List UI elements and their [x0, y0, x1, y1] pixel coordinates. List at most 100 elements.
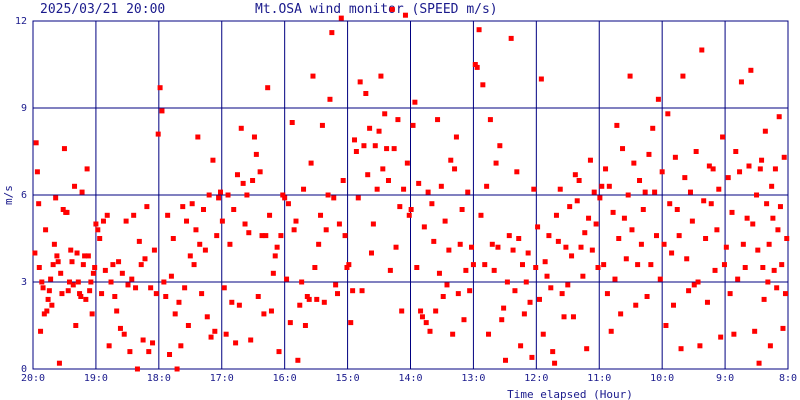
x-tick-label: 19:0: [84, 373, 108, 384]
data-point: [58, 270, 64, 276]
data-point: [217, 189, 223, 195]
data-point: [491, 267, 497, 273]
data-point: [83, 296, 89, 302]
data-point: [487, 117, 493, 123]
data-point: [584, 346, 590, 352]
data-point: [119, 270, 125, 276]
data-point: [706, 163, 712, 169]
data-point: [368, 250, 374, 256]
data-point: [69, 259, 75, 265]
data-point: [612, 276, 618, 282]
y-tick-label: 6: [21, 190, 27, 201]
data-point: [410, 122, 416, 128]
data-point: [752, 328, 758, 334]
data-point: [765, 279, 771, 285]
data-point: [214, 233, 220, 239]
data-point: [348, 320, 354, 326]
data-point: [268, 308, 274, 314]
data-point: [604, 291, 610, 297]
data-point: [110, 262, 116, 268]
x-tick-label: 8:0: [779, 373, 797, 384]
data-point: [670, 302, 676, 308]
data-point: [620, 146, 626, 152]
data-point: [236, 302, 242, 308]
data-point: [772, 166, 778, 172]
data-point: [234, 172, 240, 178]
data-point: [780, 325, 786, 331]
data-point: [285, 201, 291, 207]
data-point: [661, 241, 667, 247]
data-point: [523, 279, 529, 285]
data-point: [748, 67, 754, 73]
data-point: [767, 343, 773, 349]
data-point: [406, 212, 412, 218]
data-point: [744, 215, 750, 221]
data-point: [80, 262, 86, 268]
data-point: [46, 288, 52, 294]
data-point: [478, 212, 484, 218]
x-tick-label: 20:0: [21, 373, 45, 384]
data-point: [178, 343, 184, 349]
data-point: [176, 299, 182, 305]
data-point: [304, 294, 310, 299]
data-point: [714, 227, 720, 233]
data-point: [359, 288, 365, 294]
data-point: [272, 253, 278, 259]
data-point: [635, 262, 641, 268]
data-point: [68, 247, 74, 253]
data-point: [64, 209, 70, 215]
data-point: [582, 230, 588, 236]
data-point: [395, 117, 401, 123]
data-point: [39, 279, 45, 285]
data-point: [221, 285, 227, 291]
data-point: [331, 195, 337, 201]
data-point: [578, 244, 584, 250]
data-point: [87, 288, 93, 294]
data-point: [512, 288, 518, 294]
data-point: [506, 233, 512, 239]
data-point: [299, 279, 305, 285]
data-point: [553, 212, 559, 218]
data-point: [497, 143, 503, 149]
data-point: [646, 151, 652, 157]
data-point: [499, 317, 505, 323]
data-point: [248, 337, 254, 343]
x-tick-labels: 20:0 19:0 18:0 17:0 16:0 15:0 14:0 13:0 12:0 11:0…: [21, 373, 797, 384]
data-point: [729, 209, 735, 215]
data-point: [38, 328, 44, 334]
data-point: [144, 204, 150, 210]
data-point: [408, 207, 414, 212]
data-point: [452, 166, 458, 172]
data-point: [88, 279, 94, 285]
data-point: [382, 111, 388, 117]
data-point: [48, 276, 54, 282]
data-point: [561, 314, 567, 320]
data-point: [404, 160, 410, 166]
data-point: [195, 134, 201, 140]
data-point: [476, 27, 482, 33]
data-point: [378, 73, 384, 79]
data-point: [106, 343, 112, 349]
data-point: [427, 328, 433, 334]
data-point: [650, 125, 656, 131]
y-axis-label: m/s: [2, 185, 15, 205]
data-point: [82, 253, 88, 259]
data-point: [216, 195, 222, 201]
data-point: [202, 247, 208, 253]
data-point: [219, 218, 225, 224]
data-point: [469, 244, 475, 250]
data-point: [70, 282, 76, 288]
data-point: [718, 334, 724, 340]
data-point: [461, 317, 467, 323]
data-point: [429, 201, 435, 207]
data-point: [776, 114, 782, 120]
data-point: [493, 160, 499, 166]
data-point: [391, 146, 397, 152]
data-point: [750, 221, 756, 227]
data-point: [595, 265, 601, 270]
data-point: [293, 218, 299, 224]
data-point: [587, 157, 593, 163]
data-point: [580, 273, 586, 279]
data-point: [450, 331, 456, 337]
data-point: [280, 192, 286, 198]
